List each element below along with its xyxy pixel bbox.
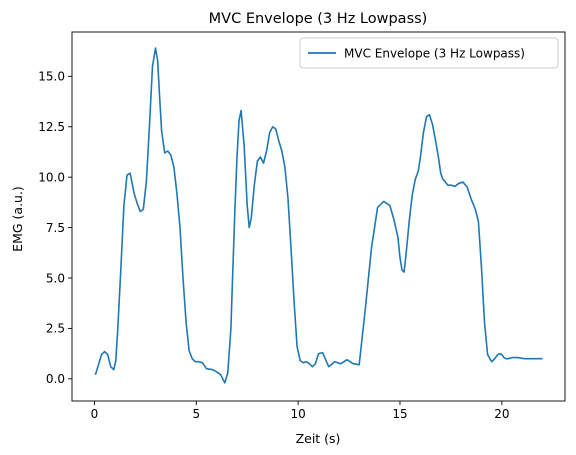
plot-frame <box>71 31 566 402</box>
x-tick-label: 5 <box>192 407 200 421</box>
x-tick-label: 15 <box>392 407 407 421</box>
series-line-0 <box>94 47 543 384</box>
y-tick-label: 10.0 <box>38 170 65 184</box>
legend-frame <box>299 37 559 69</box>
x-tick-label: 0 <box>91 407 99 421</box>
x-axis: 0 5 10 15 20 <box>91 401 509 421</box>
x-tick-label: 20 <box>494 407 509 421</box>
y-tick-label: 5.0 <box>46 271 65 285</box>
chart-title: MVC Envelope (3 Hz Lowpass) <box>209 11 428 27</box>
x-tick-label: 10 <box>290 407 305 421</box>
y-tick-label: 12.5 <box>38 120 65 134</box>
y-tick-label: 2.5 <box>46 322 65 336</box>
x-axis-label: Zeit (s) <box>296 431 341 446</box>
y-tick-label: 15.0 <box>38 70 65 84</box>
y-tick-label: 7.5 <box>46 221 65 235</box>
y-tick-label: 0.0 <box>46 372 65 386</box>
y-axis-label: EMG (a.u.) <box>10 186 25 252</box>
legend-label: MVC Envelope (3 Hz Lowpass) <box>344 47 525 61</box>
plot-area <box>71 31 566 402</box>
y-axis: 0.0 2.5 5.0 7.5 10.0 12.5 15.0 <box>38 70 72 386</box>
legend: MVC Envelope (3 Hz Lowpass) <box>299 37 559 69</box>
